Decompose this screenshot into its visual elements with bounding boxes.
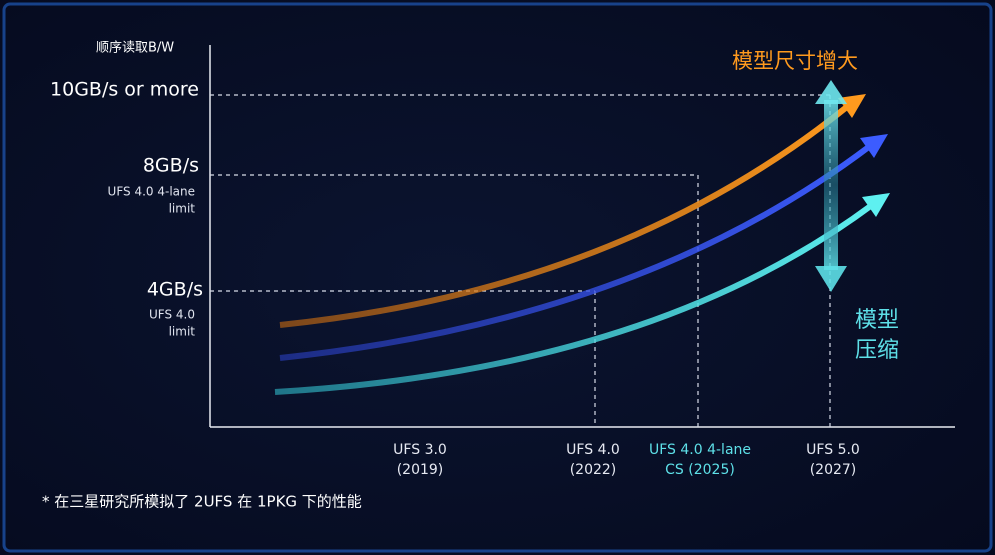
y-note: UFS 4.0 — [149, 308, 195, 322]
x-label: UFS 3.0 — [393, 442, 447, 458]
y-label: 4GB/s — [147, 279, 203, 301]
x-label: (2019) — [397, 462, 444, 478]
arrowhead — [815, 266, 847, 292]
x-label: UFS 5.0 — [806, 442, 860, 458]
orange-curve — [279, 103, 850, 328]
arrowhead — [815, 80, 847, 104]
blue-curve — [279, 143, 872, 361]
y-note: limit — [169, 325, 196, 339]
guide-lines — [210, 94, 831, 427]
x-label: (2027) — [810, 462, 857, 478]
x-label: (2022) — [570, 462, 617, 478]
cyan-curve — [274, 202, 874, 395]
y-note: UFS 4.0 4-lane — [108, 185, 195, 199]
arrowhead — [838, 94, 866, 118]
arrowhead — [862, 193, 890, 217]
y-axis-title: 顺序读取B/W — [96, 41, 174, 56]
y-label: 8GB/s — [143, 155, 199, 177]
annotation-down: 压缩 — [855, 338, 899, 363]
annotation-up: 模型尺寸增大 — [732, 49, 858, 73]
annotation-down: 模型 — [855, 308, 899, 333]
double-arrow — [824, 100, 838, 270]
footnote: * 在三星研究所模拟了 2UFS 在 1PKG 下的性能 — [42, 493, 362, 511]
x-label: UFS 4.0 — [566, 442, 620, 458]
x-label: CS (2025) — [665, 462, 735, 478]
arrowhead — [860, 134, 888, 158]
x-label: UFS 4.0 4-lane — [649, 442, 751, 458]
y-label: 10GB/s or more — [50, 79, 199, 101]
y-note: limit — [169, 202, 196, 216]
